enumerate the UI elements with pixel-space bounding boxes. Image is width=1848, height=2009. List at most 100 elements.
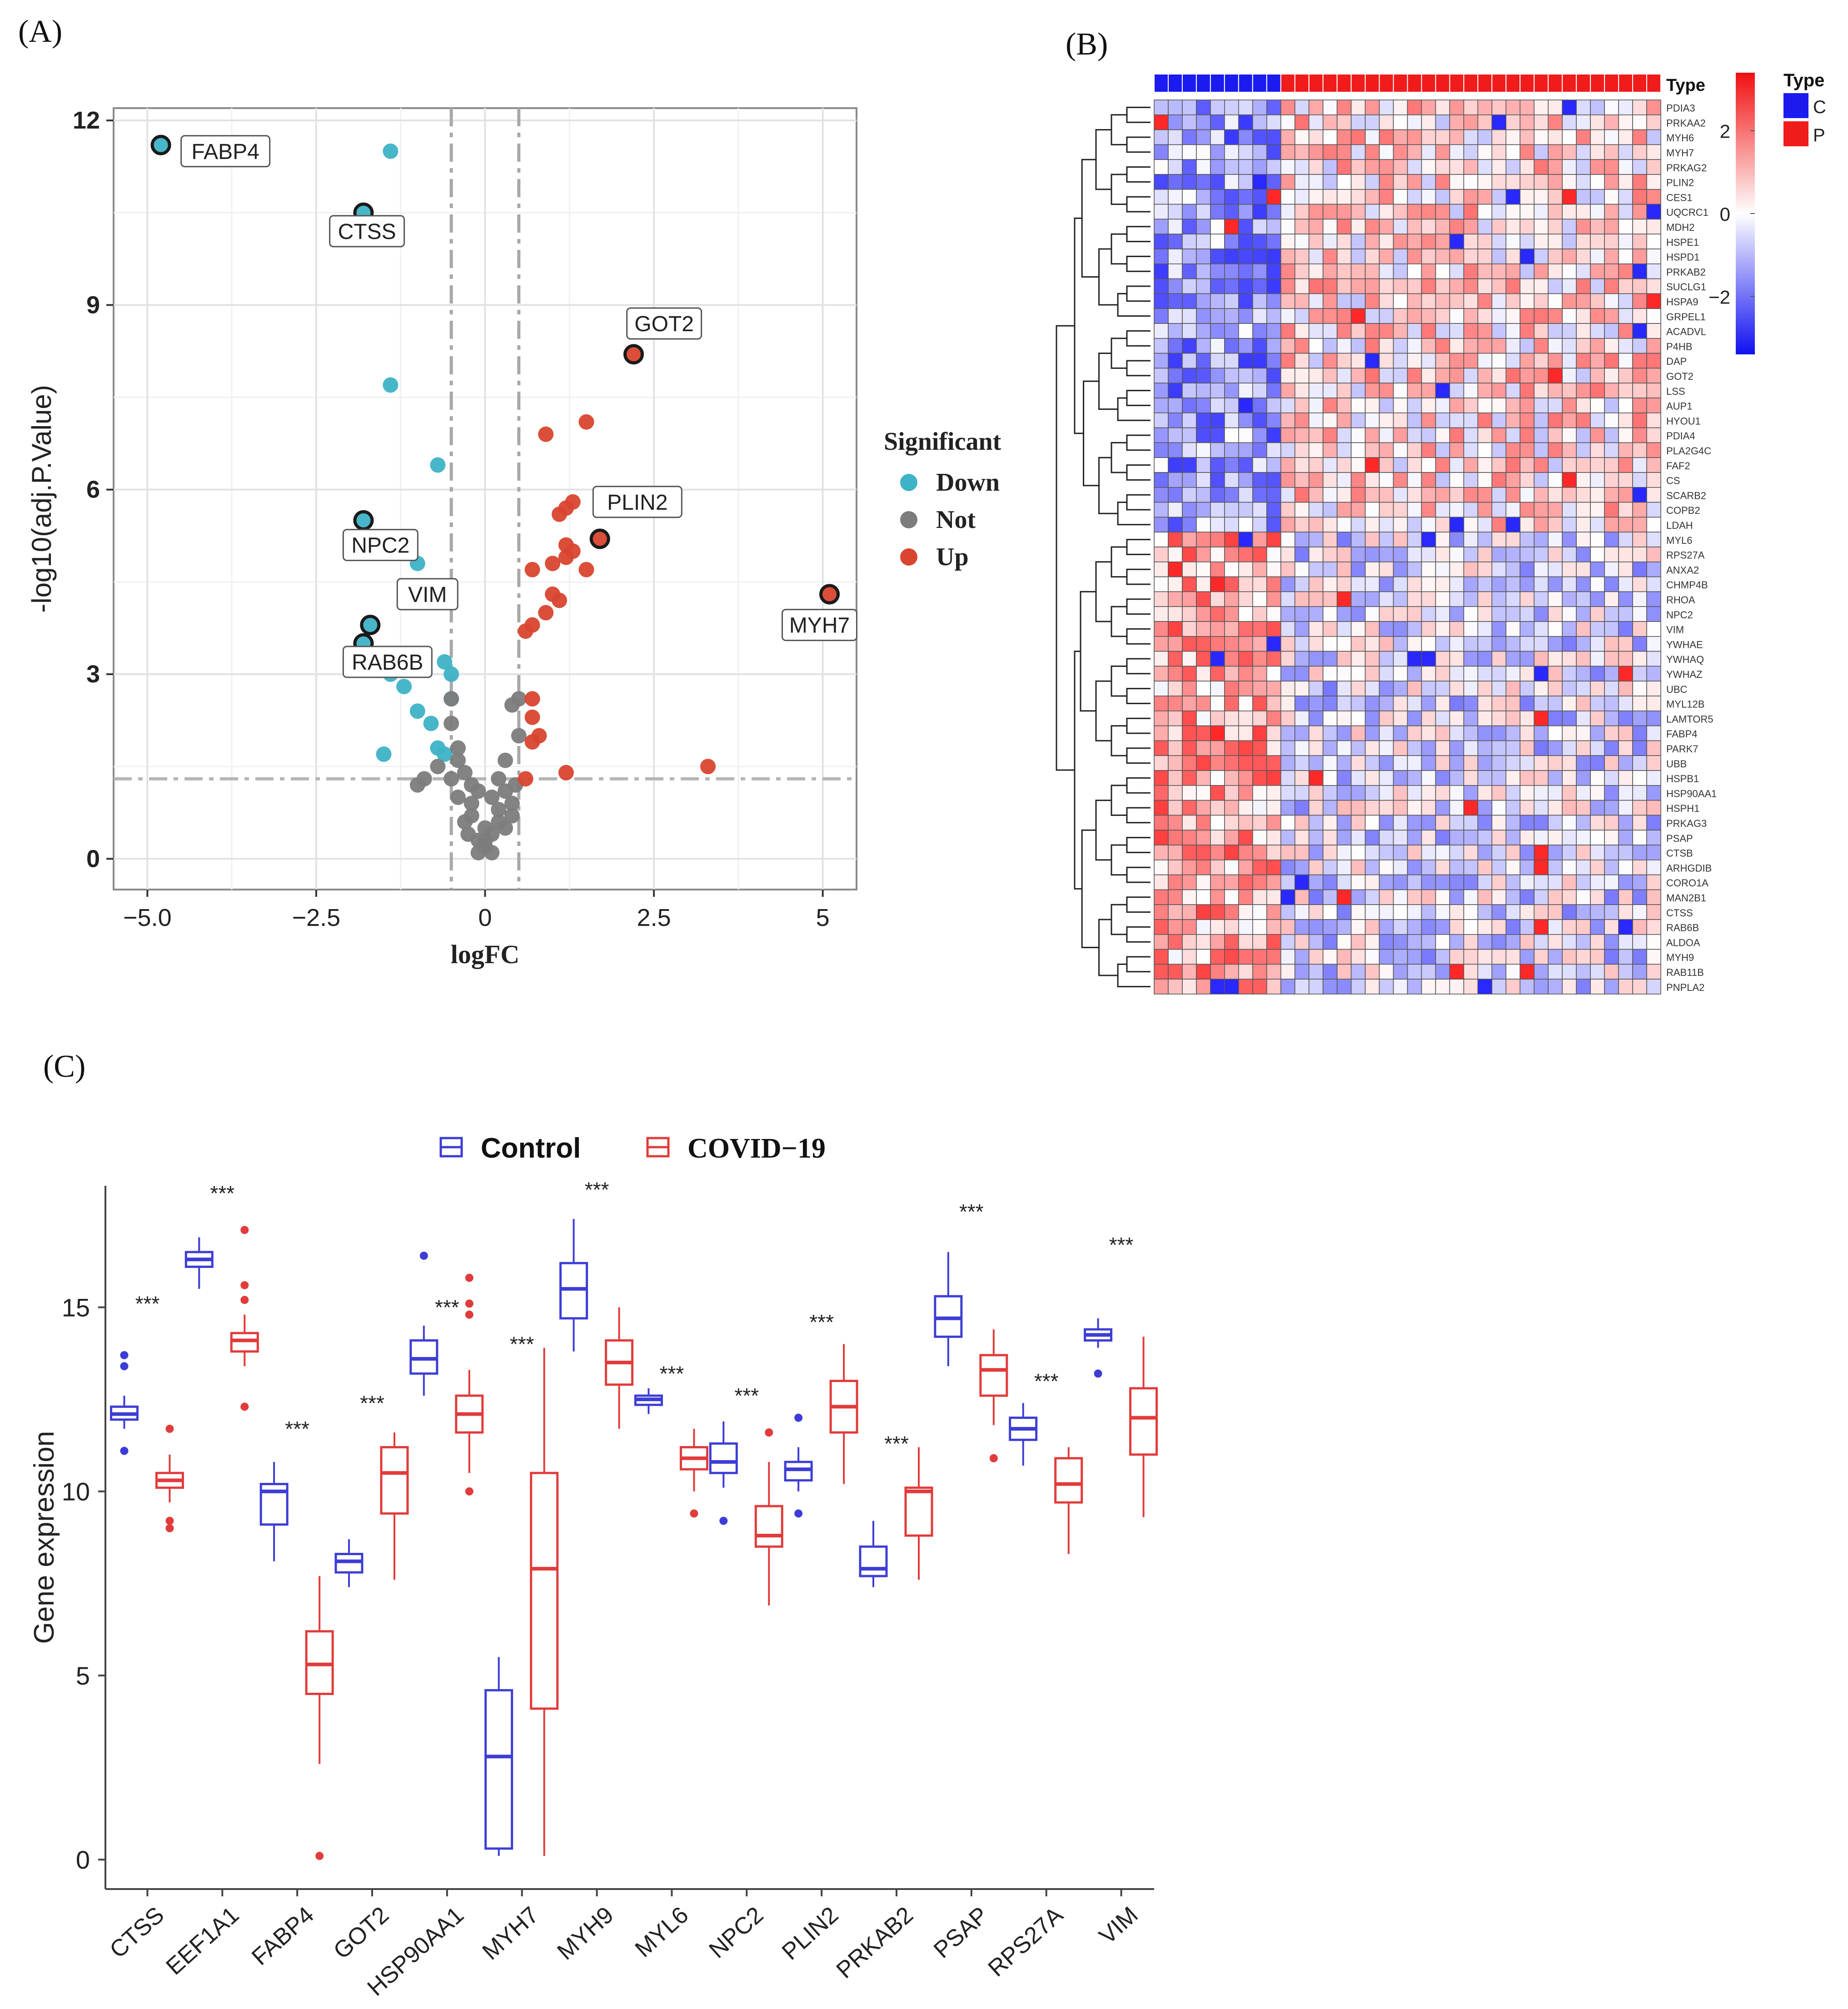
- heatmap-cell: [1505, 129, 1521, 145]
- heatmap-cell: [1280, 711, 1295, 726]
- point-not: [511, 728, 527, 744]
- heatmap-cell: [1618, 204, 1633, 220]
- heatmap-cell: [1562, 651, 1577, 667]
- heatmap-cell: [1308, 129, 1324, 145]
- point-up: [558, 765, 574, 781]
- heatmap-cell: [1632, 740, 1647, 756]
- heatmap-cell: [1548, 114, 1563, 130]
- heatmap-cell: [1590, 487, 1605, 503]
- heatmap-cell: [1407, 606, 1422, 622]
- heatmap-cell: [1449, 114, 1464, 130]
- heatmap-cell: [1365, 636, 1380, 652]
- heatmap-cell: [1463, 323, 1479, 339]
- heatmap-cell: [1224, 114, 1239, 130]
- heatmap-cell: [1534, 144, 1549, 160]
- heatmap-cell: [1632, 189, 1647, 205]
- heatmap-cell: [1562, 770, 1577, 786]
- heatmap-cell: [1435, 681, 1450, 696]
- heatmap-cell: [1238, 636, 1253, 652]
- heatmap-cell: [1280, 815, 1295, 831]
- heatmap-cell: [1238, 99, 1253, 115]
- heatmap-cell: [1393, 919, 1408, 935]
- heatmap-cell: [1534, 174, 1549, 190]
- heatmap-cell: [1350, 204, 1366, 220]
- type-cell-patient: [1519, 74, 1535, 93]
- heatmap-cell: [1548, 383, 1563, 398]
- heatmap-cell: [1308, 800, 1324, 816]
- heatmap-cell: [1238, 278, 1253, 294]
- heatmap-cell: [1308, 204, 1324, 220]
- heatmap-cell: [1350, 472, 1366, 488]
- heatmap-cell: [1590, 636, 1605, 652]
- heatmap-cell: [1322, 234, 1338, 249]
- legend-title: Significant: [884, 428, 1001, 456]
- heatmap-cell: [1238, 815, 1253, 831]
- heatmap-cell: [1519, 398, 1535, 413]
- heatmap-cell: [1534, 562, 1549, 577]
- heatmap-cell: [1280, 502, 1295, 518]
- heatmap-cell: [1182, 815, 1197, 831]
- heatmap-cell: [1604, 934, 1619, 950]
- heatmap-cell: [1548, 308, 1563, 324]
- heatmap-cell: [1238, 904, 1253, 920]
- heatmap-cell: [1182, 725, 1197, 741]
- heatmap-cell: [1252, 830, 1267, 845]
- heatmap-cell: [1632, 725, 1647, 741]
- point-up: [524, 562, 540, 577]
- heatmap-cell: [1407, 219, 1422, 234]
- heatmap-cell: [1196, 874, 1211, 890]
- heatmap-cell: [1407, 427, 1422, 443]
- heatmap-cell: [1407, 800, 1422, 816]
- heatmap-cell: [1182, 129, 1197, 145]
- heatmap-cell: [1210, 785, 1225, 801]
- x-tick-label: PSAP: [929, 1902, 993, 1964]
- heatmap-cell: [1548, 293, 1563, 309]
- heatmap-cell: [1224, 725, 1239, 741]
- row-label: SUCLG1: [1666, 281, 1706, 293]
- heatmap-cell: [1505, 860, 1521, 875]
- heatmap-cell: [1421, 308, 1436, 324]
- heatmap-cell: [1210, 323, 1225, 339]
- heatmap-cell: [1210, 651, 1225, 667]
- heatmap-cell: [1322, 889, 1338, 905]
- heatmap-cell: [1548, 219, 1563, 234]
- heatmap-cell: [1463, 129, 1479, 145]
- heatmap-cell: [1463, 606, 1479, 622]
- heatmap-cell: [1477, 427, 1493, 443]
- heatmap-cell: [1308, 174, 1324, 190]
- heatmap-cell: [1576, 159, 1591, 175]
- heatmap-cell: [1534, 189, 1549, 205]
- heatmap-cell: [1449, 219, 1464, 234]
- heatmap-cell: [1294, 517, 1310, 533]
- heatmap-cell: [1534, 353, 1549, 369]
- dendrogram-branch: [1095, 800, 1111, 861]
- heatmap-cell: [1379, 964, 1394, 980]
- heatmap-cell: [1477, 696, 1493, 711]
- point-not: [498, 820, 513, 836]
- heatmap-cell: [1534, 487, 1549, 503]
- x-tick-label: MYH9: [552, 1902, 618, 1965]
- heatmap-cell: [1407, 815, 1422, 831]
- heatmap-cell: [1308, 591, 1324, 607]
- heatmap-cell: [1365, 442, 1380, 458]
- heatmap-cell: [1280, 398, 1295, 413]
- heatmap-cell: [1463, 547, 1479, 562]
- heatmap-cell: [1477, 114, 1493, 130]
- heatmap-cell: [1210, 99, 1225, 115]
- heatmap-cell: [1491, 979, 1507, 995]
- heatmap-cell: [1562, 368, 1577, 384]
- heatmap-cell: [1421, 964, 1436, 980]
- heatmap-cell: [1534, 785, 1549, 801]
- outlier-point: [465, 1273, 473, 1282]
- type-cell-control: [1167, 74, 1183, 93]
- heatmap-cell: [1266, 174, 1281, 190]
- heatmap-cell: [1604, 353, 1619, 369]
- heatmap-cell: [1646, 398, 1661, 413]
- heatmap-cell: [1252, 278, 1267, 294]
- heatmap-cell: [1632, 874, 1647, 890]
- heatmap-cell: [1548, 129, 1563, 145]
- heatmap-cell: [1421, 129, 1436, 145]
- heatmap-cell: [1154, 234, 1169, 249]
- heatmap-cell: [1463, 114, 1479, 130]
